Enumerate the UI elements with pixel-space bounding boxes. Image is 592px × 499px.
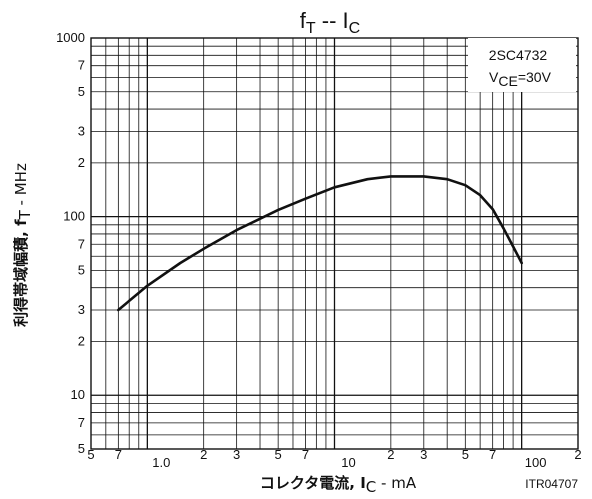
curve-layer xyxy=(117,175,524,312)
x-tick-label: 5 xyxy=(87,447,94,462)
y-tick-label: 7 xyxy=(78,58,85,73)
x-tick-label: 5 xyxy=(275,447,282,462)
y-tick-label: 2 xyxy=(78,333,85,348)
tick-labels: 5 7 1.0 2 3 5 7 10 2 3 5 7 100 2 1000 7 5 3 2 100 7 5 3 2 10 7 5 xyxy=(56,30,582,470)
x-tick-label: 7 xyxy=(489,447,496,462)
y-axis-label: 利得帯域幅積, fT - MHz xyxy=(12,163,34,327)
ft-curve xyxy=(117,175,524,312)
x-tick-label: 3 xyxy=(233,447,240,462)
x-tick-label: 7 xyxy=(115,447,122,462)
annotation-box xyxy=(468,38,576,92)
x-tick-label: 7 xyxy=(302,447,309,462)
figure-code: ITR04707 xyxy=(525,477,578,491)
x-tick-label: 10 xyxy=(341,455,355,470)
y-tick-label: 5 xyxy=(78,262,85,277)
y-tick-label: 7 xyxy=(78,415,85,430)
y-tick-label: 100 xyxy=(63,209,85,224)
condition-label: VCE=30V xyxy=(489,69,552,89)
x-tick-label: 3 xyxy=(420,447,427,462)
x-tick-label: 2 xyxy=(387,447,394,462)
y-tick-label: 2 xyxy=(78,155,85,170)
x-tick-label: 5 xyxy=(462,447,469,462)
y-tick-label: 1000 xyxy=(56,30,85,45)
x-tick-label: 100 xyxy=(525,455,547,470)
x-tick-label: 2 xyxy=(200,447,207,462)
x-tick-label: 2 xyxy=(574,447,581,462)
y-tick-label: 5 xyxy=(78,84,85,99)
x-tick-label: 1.0 xyxy=(152,455,170,470)
plot-frame xyxy=(90,37,579,450)
y-tick-label: 7 xyxy=(78,236,85,251)
device-label: 2SC4732 xyxy=(489,47,548,63)
y-tick-label: 10 xyxy=(71,387,85,402)
y-tick-label: 3 xyxy=(78,123,85,138)
grid-lines xyxy=(91,38,578,449)
x-axis-label: コレクタ電流, IC - mA xyxy=(260,474,417,496)
y-tick-label: 3 xyxy=(78,302,85,317)
y-tick-label: 5 xyxy=(78,441,85,456)
chart-title: fT -- IC xyxy=(300,8,360,37)
